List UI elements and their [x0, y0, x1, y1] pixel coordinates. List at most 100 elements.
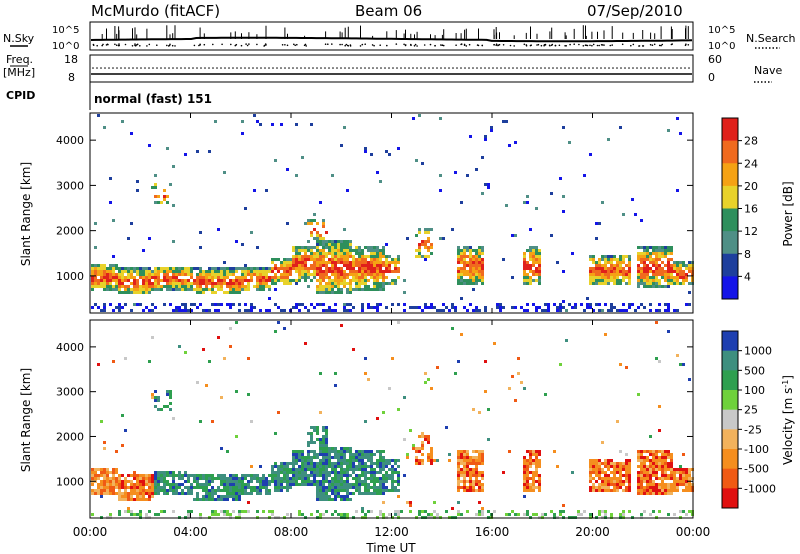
echo-cell: [328, 480, 331, 483]
echo-cell: [337, 495, 340, 498]
echo-cell: [103, 441, 106, 444]
echo-cell: [247, 486, 250, 489]
echo-cell: [319, 267, 322, 270]
nave-dot: [540, 67, 542, 69]
echo-cell: [172, 309, 175, 312]
echo-cell: [343, 513, 346, 516]
echo-cell: [310, 513, 313, 516]
echo-cell: [598, 309, 601, 312]
echo-cell: [529, 258, 532, 261]
echo-cell: [271, 267, 274, 270]
echo-cell: [358, 273, 361, 276]
echo-cell: [337, 252, 340, 255]
echo-cell: [274, 279, 277, 282]
echo-cell: [349, 261, 352, 264]
echo-cell: [589, 153, 592, 156]
echo-cell: [334, 468, 337, 471]
echo-cell: [100, 279, 103, 282]
echo-cell: [343, 495, 346, 498]
echo-cell: [148, 309, 151, 312]
echo-cell: [361, 255, 364, 258]
echo-cell: [421, 444, 424, 447]
echo-cell: [592, 471, 595, 474]
echo-cell: [322, 225, 325, 228]
echo-cell: [460, 297, 463, 300]
echo-cell: [658, 486, 661, 489]
echo-cell: [145, 288, 148, 291]
echo-cell: [136, 285, 139, 288]
nsearch-dot: [107, 43, 109, 46]
echo-cell: [109, 267, 112, 270]
echo-cell: [310, 468, 313, 471]
echo-cell: [628, 264, 631, 267]
echo-cell: [628, 468, 631, 471]
echo-cell: [391, 261, 394, 264]
echo-cell: [265, 189, 268, 192]
echo-cell: [676, 486, 679, 489]
echo-cell: [463, 252, 466, 255]
echo-cell: [376, 288, 379, 291]
nsearch-dot: [124, 43, 127, 46]
echo-cell: [229, 282, 232, 285]
echo-cell: [301, 261, 304, 264]
echo-cell: [472, 276, 475, 279]
echo-cell: [325, 486, 328, 489]
echo-cell: [337, 282, 340, 285]
echo-cell: [184, 285, 187, 288]
echo-cell: [244, 207, 247, 210]
echo-cell: [157, 285, 160, 288]
echo-cell: [628, 471, 631, 474]
echo-cell: [658, 252, 661, 255]
echo-cell: [151, 477, 154, 480]
echo-cell: [232, 273, 235, 276]
echo-cell: [469, 489, 472, 492]
echo-cell: [331, 261, 334, 264]
echo-cell: [391, 480, 394, 483]
echo-cell: [505, 204, 508, 207]
echo-cell: [172, 489, 175, 492]
colorbar-tick-label: -1000: [744, 482, 776, 495]
echo-cell: [475, 480, 478, 483]
echo-cell: [118, 492, 121, 495]
echo-cell: [130, 474, 133, 477]
nave-dot: [640, 67, 642, 69]
echo-cell: [154, 390, 157, 393]
nave-dot: [552, 67, 554, 69]
echo-cell: [106, 270, 109, 273]
echo-cell: [289, 273, 292, 276]
echo-cell: [673, 513, 676, 516]
echo-cell: [103, 273, 106, 276]
echo-cell: [172, 288, 175, 291]
echo-cell: [655, 279, 658, 282]
echo-cell: [283, 267, 286, 270]
echo-cell: [259, 480, 262, 483]
echo-cell: [274, 282, 277, 285]
echo-cell: [253, 189, 256, 192]
echo-cell: [289, 477, 292, 480]
nave-dot: [528, 67, 530, 69]
echo-cell: [166, 474, 169, 477]
nsearch-dot: [497, 44, 499, 47]
echo-cell: [280, 309, 283, 312]
echo-cell: [199, 486, 202, 489]
echo-cell: [118, 480, 121, 483]
echo-cell: [508, 513, 511, 516]
colorbar-swatch: [722, 331, 738, 352]
echo-cell: [376, 459, 379, 462]
echo-cell: [283, 258, 286, 261]
echo-cell: [154, 279, 157, 282]
echo-cell: [664, 477, 667, 480]
echo-cell: [343, 456, 346, 459]
echo-cell: [175, 288, 178, 291]
echo-cell: [613, 462, 616, 465]
echo-cell: [331, 249, 334, 252]
echo-cell: [322, 276, 325, 279]
echo-cell: [379, 471, 382, 474]
echo-cell: [403, 291, 406, 294]
echo-cell: [196, 474, 199, 477]
echo-cell: [217, 486, 220, 489]
echo-cell: [610, 489, 613, 492]
echo-cell: [337, 489, 340, 492]
echo-cell: [316, 510, 319, 513]
echo-cell: [526, 264, 529, 267]
